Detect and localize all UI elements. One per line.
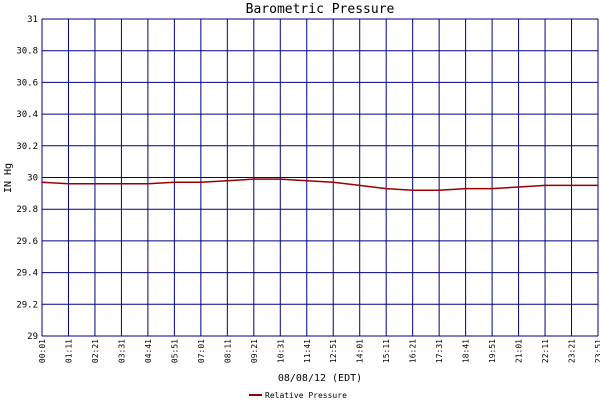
data-point bbox=[253, 178, 255, 180]
data-point bbox=[173, 181, 176, 184]
data-point bbox=[464, 187, 467, 190]
x-tick-label: 05:51 bbox=[170, 339, 179, 363]
x-tick-label: 23:51 bbox=[594, 339, 600, 363]
y-tick-label: 30.2 bbox=[16, 142, 38, 152]
y-tick-label: 30 bbox=[27, 174, 38, 184]
x-tick-labels: 00:01 01:11 02:21 03:31 04:41 05:51 07:01 08:11… bbox=[38, 339, 600, 363]
data-point bbox=[305, 179, 308, 182]
x-tick-label: 17:31 bbox=[435, 339, 444, 363]
y-tick-label: 29.4 bbox=[16, 269, 38, 279]
y-tick-label: 31 bbox=[27, 15, 38, 25]
data-point bbox=[385, 187, 387, 190]
data-point bbox=[491, 187, 493, 190]
chart-title: Barometric Pressure bbox=[246, 2, 395, 17]
x-tick-label: 18:41 bbox=[462, 339, 471, 363]
data-point bbox=[94, 183, 96, 185]
data-point bbox=[597, 184, 599, 187]
x-tick-label: 03:31 bbox=[117, 339, 126, 363]
x-tick-label: 11:41 bbox=[303, 339, 312, 363]
x-tick-label: 21:01 bbox=[515, 339, 524, 363]
data-point bbox=[120, 183, 123, 185]
data-point bbox=[41, 181, 43, 184]
x-tick-label: 00:01 bbox=[38, 339, 47, 363]
legend: Relative Pressure bbox=[249, 391, 347, 400]
x-tick-label: 19:51 bbox=[488, 339, 497, 363]
y-axis-label: IN Hg bbox=[3, 163, 14, 193]
data-point bbox=[358, 184, 361, 187]
y-tick-labels: 29 29.2 29.4 29.6 29.8 30 30.2 30.4 30.6 30.8 31 bbox=[16, 15, 38, 342]
x-tick-label: 10:31 bbox=[276, 339, 285, 363]
data-point bbox=[570, 184, 573, 187]
x-tick-label: 08:11 bbox=[223, 339, 232, 363]
series-line-relative-pressure bbox=[41, 178, 598, 191]
series-layer bbox=[41, 178, 599, 191]
data-point bbox=[279, 178, 282, 180]
data-point bbox=[226, 179, 229, 182]
y-tick-label: 29.2 bbox=[16, 300, 38, 310]
data-point bbox=[67, 183, 70, 185]
data-point bbox=[200, 181, 202, 184]
legend-label: Relative Pressure bbox=[265, 391, 347, 400]
data-point bbox=[438, 189, 440, 191]
x-tick-label: 01:11 bbox=[64, 339, 73, 363]
x-axis-label: 08/08/12 (EDT) bbox=[278, 373, 362, 384]
x-tick-label: 07:01 bbox=[197, 339, 206, 363]
data-point bbox=[411, 189, 414, 191]
x-tick-label: 02:21 bbox=[91, 339, 100, 363]
data-point bbox=[517, 186, 520, 188]
y-tick-label: 30.4 bbox=[16, 110, 38, 120]
data-point bbox=[544, 184, 546, 187]
x-tick-label: 09:21 bbox=[250, 339, 259, 363]
x-tick-label: 23:21 bbox=[568, 339, 577, 363]
y-tick-label: 29 bbox=[27, 332, 38, 342]
y-tick-label: 29.8 bbox=[16, 205, 38, 215]
x-tick-label: 04:41 bbox=[144, 339, 153, 363]
x-tick-label: 22:11 bbox=[541, 339, 550, 363]
x-tick-label: 16:21 bbox=[409, 339, 418, 363]
x-tick-label: 14:01 bbox=[356, 339, 365, 363]
y-tick-label: 29.6 bbox=[16, 237, 38, 247]
grid-lines bbox=[41, 18, 599, 337]
x-tick-label: 15:11 bbox=[382, 339, 391, 363]
data-point bbox=[332, 181, 335, 184]
x-tick-label: 12:51 bbox=[329, 339, 338, 363]
data-point bbox=[147, 183, 149, 185]
y-tick-label: 30.8 bbox=[16, 47, 38, 57]
y-tick-label: 30.6 bbox=[16, 78, 38, 88]
